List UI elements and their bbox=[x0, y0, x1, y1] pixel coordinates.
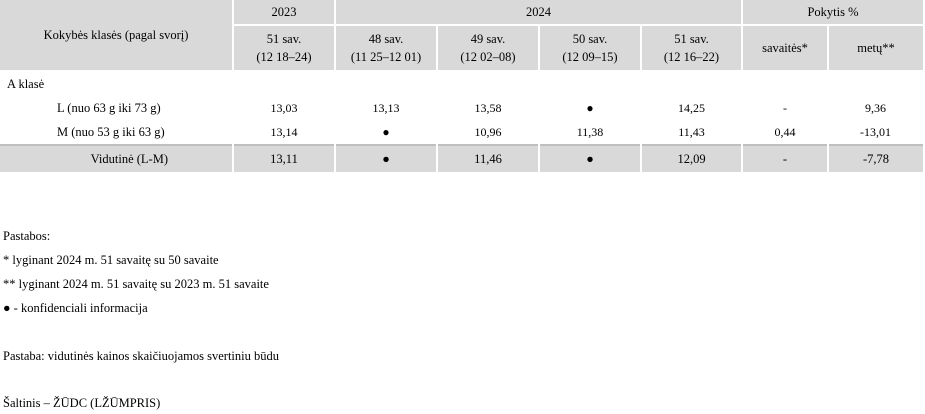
notes-title: Pastabos: bbox=[3, 229, 51, 243]
week-header-4: 50 sav. (12 09–15) bbox=[539, 25, 642, 72]
stub-header: Kokybės klasės (pagal svorį) bbox=[0, 0, 234, 72]
year-header-2024: 2024 bbox=[335, 0, 743, 26]
week-header-5: 51 sav. (12 16–22) bbox=[641, 25, 743, 72]
cell: 14,25 bbox=[678, 100, 705, 115]
note-yearly: ** lyginant 2024 m. 51 savaitę su 2023 m… bbox=[3, 277, 269, 291]
cell: 9,36 bbox=[865, 100, 886, 115]
week-label: 51 sav. bbox=[674, 32, 709, 46]
cell: 13,14 bbox=[270, 124, 298, 139]
year-header-2023: 2023 bbox=[233, 0, 336, 26]
week-label: 48 sav. bbox=[368, 32, 404, 46]
week-range: (12 16–22) bbox=[663, 50, 720, 64]
cell: - bbox=[742, 144, 829, 172]
cell: 13,11 bbox=[233, 144, 336, 172]
cell: 13,13 bbox=[372, 100, 400, 115]
week-label: 50 sav. bbox=[572, 32, 608, 46]
average-label: Vidutinė (L-M) bbox=[0, 144, 234, 172]
table-row: M (nuo 53 g iki 63 g) 13,14 ● 10,96 11,3… bbox=[0, 120, 923, 145]
yearly-change-header: metų** bbox=[828, 25, 923, 72]
cell: 0,44 bbox=[774, 124, 796, 139]
cell: ● bbox=[539, 144, 642, 172]
cell: 10,96 bbox=[474, 124, 502, 139]
note-confidential: ● - konfidenciali informacija bbox=[3, 301, 148, 315]
cell: ● bbox=[335, 144, 438, 172]
note-weighted: Pastaba: vidutinės kainos skaičiuojamos … bbox=[3, 349, 280, 363]
cell: 12,09 bbox=[641, 144, 743, 172]
week-range: (12 18–24) bbox=[256, 50, 312, 64]
cell: 11,43 bbox=[678, 124, 705, 139]
week-range: (12 02–08) bbox=[460, 50, 516, 64]
week-label: 51 sav. bbox=[266, 32, 302, 46]
cell: 11,46 bbox=[437, 144, 540, 172]
week-label: 49 sav. bbox=[470, 32, 506, 46]
cell: ● bbox=[586, 100, 594, 115]
cell: -13,01 bbox=[860, 124, 891, 139]
week-header-1: 51 sav. (12 18–24) bbox=[233, 25, 336, 72]
group-label: A klasė bbox=[7, 76, 45, 91]
week-range: (12 09–15) bbox=[562, 50, 618, 64]
row-label: L (nuo 63 g iki 73 g) bbox=[57, 100, 161, 115]
source-note: Šaltinis – ŽŪDC (LŽŪMPRIS) bbox=[3, 396, 161, 410]
note-weekly: * lyginant 2024 m. 51 savaitę su 50 sava… bbox=[3, 253, 219, 267]
cell: 11,38 bbox=[576, 124, 604, 139]
week-range: (11 25–12 01) bbox=[350, 50, 422, 64]
row-label: M (nuo 53 g iki 63 g) bbox=[57, 124, 165, 139]
weekly-change-header: savaitės* bbox=[742, 25, 829, 72]
average-row: Vidutinė (L-M) 13,11 ● 11,46 ● 12,09 - -… bbox=[0, 144, 923, 172]
cell: ● bbox=[382, 124, 390, 139]
cell: - bbox=[783, 100, 787, 115]
cell: -7,78 bbox=[828, 144, 923, 172]
week-header-3: 49 sav. (12 02–08) bbox=[437, 25, 540, 72]
change-header: Pokytis % bbox=[742, 0, 923, 26]
week-header-2: 48 sav. (11 25–12 01) bbox=[335, 25, 438, 72]
cell: 13,58 bbox=[474, 100, 502, 115]
table-row: L (nuo 63 g iki 73 g) 13,03 13,13 13,58 … bbox=[0, 96, 923, 120]
cell: 13,03 bbox=[270, 100, 298, 115]
price-table: Kokybės klasės (pagal svorį) 2023 2024 P… bbox=[0, 0, 923, 172]
